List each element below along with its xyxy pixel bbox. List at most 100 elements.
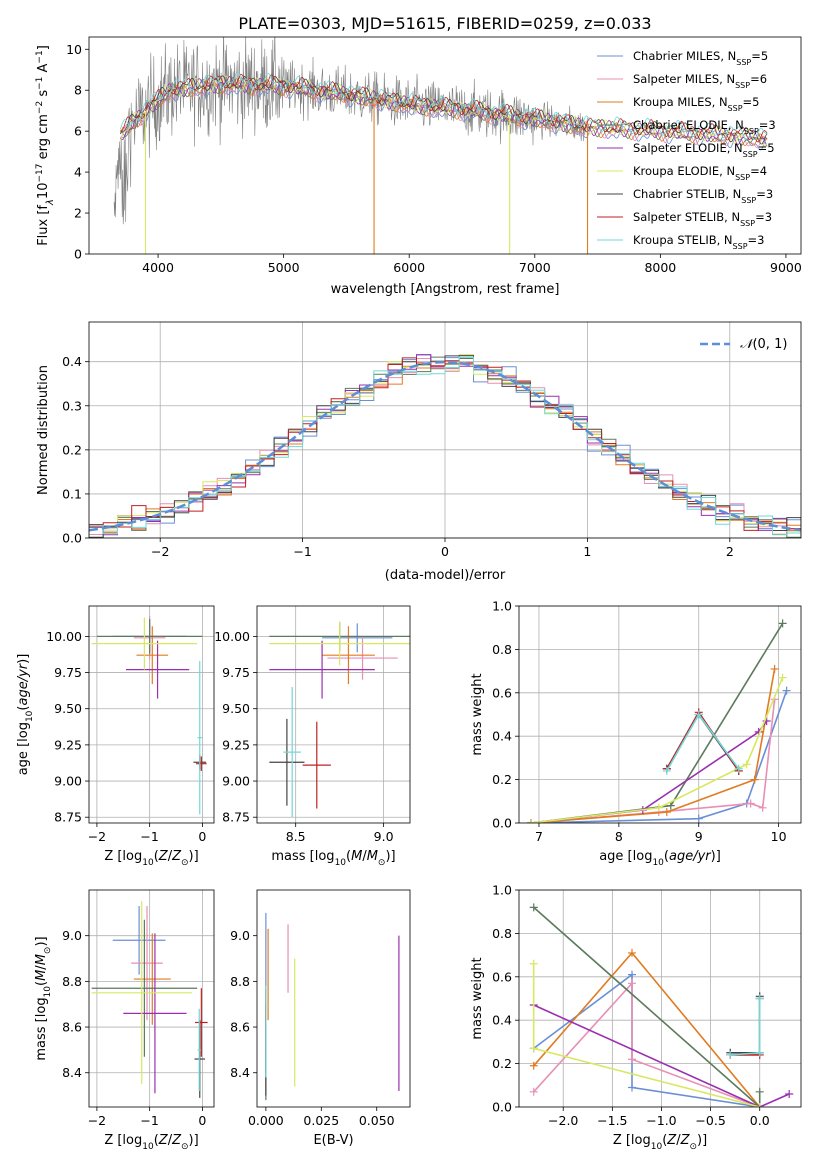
error-bar bbox=[91, 919, 198, 1057]
error-bar bbox=[327, 636, 398, 680]
x-tick-label: 0 bbox=[198, 1113, 206, 1128]
x-tick-label: 0.025 bbox=[303, 1113, 339, 1128]
axes-frame bbox=[518, 889, 802, 1108]
weight-series-line bbox=[533, 1004, 790, 1107]
weight-point-marker bbox=[770, 664, 779, 673]
x-tick-label: −1 bbox=[140, 1113, 158, 1128]
model-spectrum-line bbox=[120, 81, 768, 151]
error-bar bbox=[112, 905, 166, 975]
error-bar bbox=[96, 619, 203, 654]
legend-entry: Salpeter STELIB, NSSP=3 bbox=[633, 210, 772, 228]
x-tick-label: −2 bbox=[88, 829, 106, 844]
weight-point-marker bbox=[627, 1055, 636, 1064]
weight-series-line bbox=[730, 996, 761, 1054]
weight-series bbox=[529, 979, 764, 1107]
weight-point-marker bbox=[746, 799, 755, 808]
y-tick-label: 8.8 bbox=[62, 974, 82, 989]
x-tick-label: 5000 bbox=[268, 260, 300, 275]
y-tick-label: 0.0 bbox=[492, 816, 512, 831]
error-bar bbox=[131, 905, 163, 1021]
y-tick-label: 6 bbox=[74, 124, 82, 139]
weight-series bbox=[529, 970, 764, 1107]
residuals-panel: −2 −1 0 1 2 0.0 0.1 0.2 0.3 0.4 (data-model)/error… bbox=[36, 321, 802, 583]
x-axis-label: mass [log10(M/M⊙)] bbox=[271, 849, 395, 868]
x-tick-label: 8 bbox=[615, 829, 623, 844]
y-axis-label: mass [log10(M/M⊙)] bbox=[34, 936, 53, 1060]
legend-entry: Chabrier ELODIE, NSSP=3 bbox=[633, 118, 776, 136]
error-bar bbox=[269, 621, 410, 666]
y-tick-label: 9.75 bbox=[222, 665, 250, 680]
error-bar bbox=[197, 1008, 201, 1092]
residuals-legend: 𝒩(0, 1) bbox=[700, 337, 787, 352]
y-tick-label: 0.8 bbox=[492, 642, 512, 657]
x-axis-label: Z [log10(Z/Z⊙)] bbox=[613, 1133, 707, 1152]
plot-area bbox=[519, 890, 801, 1107]
y-tick-label: 8.6 bbox=[230, 1020, 250, 1035]
y-tick-label: 9.00 bbox=[222, 774, 250, 789]
weight-point-marker bbox=[666, 801, 675, 810]
weight-series-line bbox=[530, 699, 776, 823]
weight-series-line bbox=[666, 713, 740, 772]
normal-reference-curve bbox=[89, 360, 801, 532]
legend-entry: Chabrier MILES, NSSP=5 bbox=[633, 49, 768, 67]
y-tick-label: 0.0 bbox=[62, 531, 82, 546]
y-tick-label: 9.25 bbox=[54, 737, 82, 752]
legend-entry: 𝒩(0, 1) bbox=[740, 337, 787, 352]
weight-point-marker bbox=[529, 903, 538, 912]
weight-point-marker bbox=[627, 979, 636, 988]
axes-frame bbox=[256, 605, 411, 824]
y-tick-label: 10 bbox=[66, 42, 82, 57]
y-tick-label: 8 bbox=[74, 83, 82, 98]
error-bar bbox=[322, 626, 375, 685]
error-bar bbox=[123, 933, 187, 1094]
error-bar bbox=[136, 626, 169, 685]
y-tick-label: 10.00 bbox=[214, 629, 250, 644]
y-tick-label: 0.0 bbox=[492, 1100, 512, 1115]
plot-area bbox=[89, 606, 214, 823]
weight-point-marker bbox=[627, 1083, 636, 1092]
x-tick-label: −2.0 bbox=[548, 1113, 578, 1128]
weight-point-marker bbox=[742, 760, 751, 769]
x-tick-label: −2 bbox=[151, 544, 169, 559]
axes-frame bbox=[256, 889, 411, 1108]
weight-point-marker bbox=[778, 619, 787, 628]
weight-point-marker bbox=[755, 994, 764, 1003]
error-bar bbox=[302, 721, 331, 809]
weight-series bbox=[529, 948, 764, 1107]
x-tick-label: 7000 bbox=[519, 260, 551, 275]
plot-area bbox=[265, 912, 400, 1101]
weight-series bbox=[526, 619, 787, 823]
weight-point-marker bbox=[778, 673, 787, 682]
y-tick-label: 0.4 bbox=[492, 729, 512, 744]
x-tick-label: 7 bbox=[535, 829, 543, 844]
x-tick-label: 6000 bbox=[393, 260, 425, 275]
weight-metallicity-panel: −2.0 −1.5 −1.0 −0.5 0.0 0.0 0.2 0.4 0.6 0.8 1.0 Z [… bbox=[470, 883, 802, 1152]
weight-series-line bbox=[533, 972, 760, 1107]
y-tick-label: 0.2 bbox=[492, 1056, 512, 1071]
y-tick-label: 9.50 bbox=[222, 701, 250, 716]
weight-series bbox=[662, 708, 743, 775]
y-axis-label: mass weight bbox=[470, 957, 485, 1039]
weight-point-marker bbox=[654, 803, 663, 812]
weight-series-line bbox=[533, 981, 760, 1107]
plot-area bbox=[113, 37, 768, 254]
weight-point-marker bbox=[627, 948, 636, 957]
mass-metallicity-panel: −2 −1 0 8.4 8.6 8.8 9.0 Z [log10(Z/Z⊙)] mass [lo… bbox=[34, 889, 215, 1152]
x-tick-label: 0 bbox=[198, 829, 206, 844]
weight-point-marker bbox=[782, 686, 791, 695]
weight-series bbox=[726, 992, 764, 1057]
weight-point-marker bbox=[526, 819, 535, 823]
error-bar bbox=[91, 901, 192, 1085]
x-tick-label: −1 bbox=[140, 829, 158, 844]
error-bar bbox=[125, 640, 190, 699]
weight-point-marker bbox=[529, 1044, 538, 1053]
x-tick-label: 9.0 bbox=[374, 829, 394, 844]
y-tick-label: 0.2 bbox=[492, 772, 512, 787]
error-bar bbox=[197, 660, 202, 815]
y-tick-label: 0.2 bbox=[62, 442, 82, 457]
axes-frame bbox=[88, 605, 215, 824]
y-axis-label: mass weight bbox=[470, 673, 485, 755]
y-tick-label: 9.0 bbox=[62, 928, 82, 943]
spectrum-legend: Chabrier MILES, NSSP=5 Salpeter MILES, NS… bbox=[597, 49, 776, 251]
y-tick-label: 9.00 bbox=[54, 774, 82, 789]
